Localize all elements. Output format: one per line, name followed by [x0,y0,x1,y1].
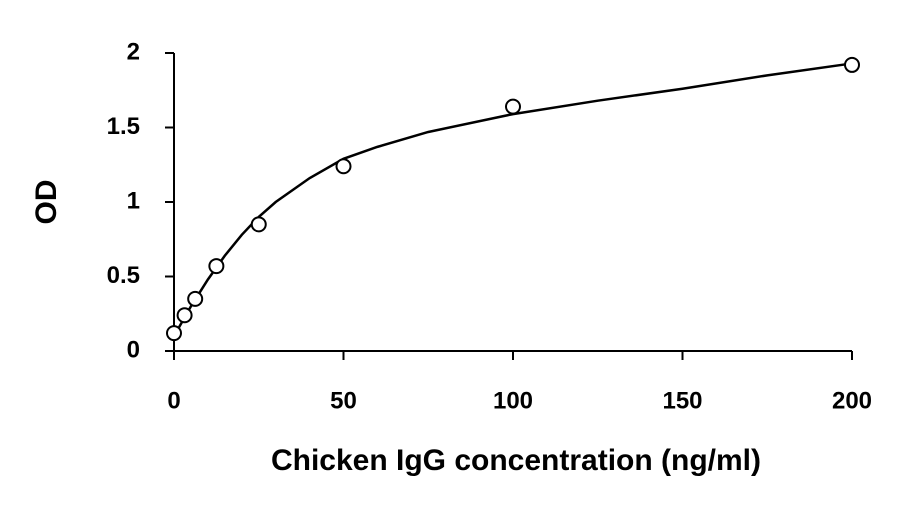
data-point [208,258,225,275]
y-axis-title: OD [30,180,63,225]
data-point [335,158,352,175]
data-point [844,56,860,73]
data-point [176,307,193,324]
y-tick-label: 0 [127,336,140,363]
x-axis-title: Chicken IgG concentration (ng/ml) [271,444,761,477]
y-tick-label: 1 [127,187,140,214]
data-point [166,325,182,342]
data-point [187,290,204,307]
y-tick-label: 0.5 [107,262,140,289]
y-tick-label: 1.5 [107,113,140,140]
data-point [505,98,521,115]
y-tick-label: 2 [127,38,140,65]
x-tick-label: 150 [662,387,702,414]
x-tick-label: 100 [493,387,533,414]
x-tick-label: 0 [167,387,180,414]
data-point [250,216,267,233]
x-tick-label: 200 [832,387,872,414]
x-tick-label: 50 [330,387,357,414]
